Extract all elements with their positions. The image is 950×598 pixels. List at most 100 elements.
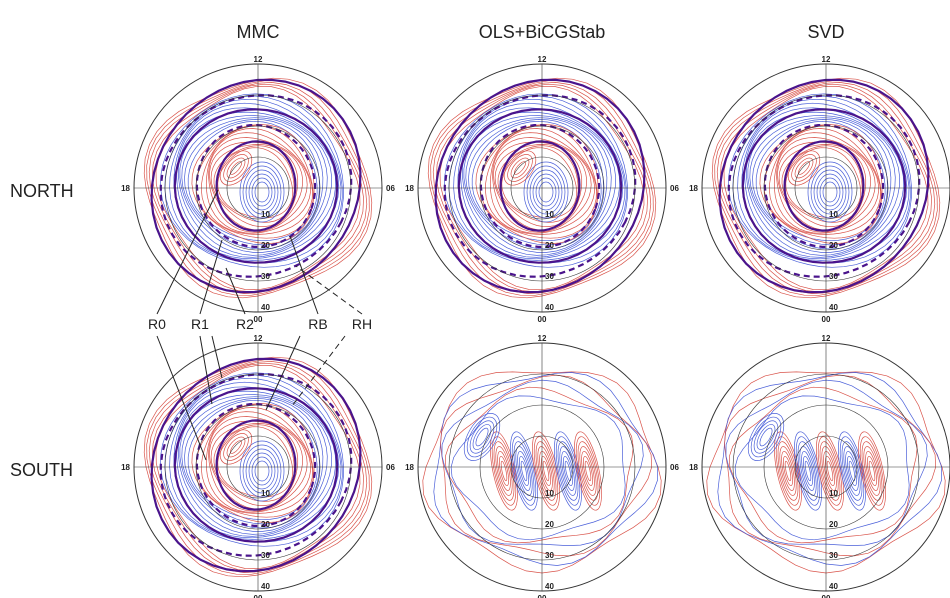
contour-lobe [795, 436, 821, 506]
contour-negative [179, 394, 328, 532]
contour-side [747, 413, 785, 461]
contour-negative [242, 444, 282, 498]
colat-tick: 40 [261, 303, 270, 312]
mlt-tick-12: 12 [538, 334, 547, 343]
contour-negative [251, 177, 273, 207]
contour-positive [723, 85, 929, 291]
contour-positive [219, 150, 253, 186]
contour-negative [160, 93, 344, 268]
colat-tick: 20 [829, 520, 838, 529]
contour-lobe [557, 441, 579, 501]
contour-negative [538, 181, 554, 203]
colat-tick: 40 [261, 582, 270, 591]
contour-positive [769, 128, 881, 235]
boundary-curve [434, 78, 646, 294]
contour-negative [529, 169, 563, 215]
colat-tick: 10 [545, 210, 554, 219]
polar-panel-north-ols-bicgstab: 12 18 06 00 10 20 30 40 [405, 55, 679, 324]
contour-negative [807, 161, 853, 223]
mlt-tick-12: 12 [822, 334, 831, 343]
contour-positive [226, 157, 246, 179]
contour-lobe [775, 436, 801, 506]
contour-outer [734, 395, 910, 541]
leader-line [211, 335, 223, 379]
mlt-tick-06: 06 [386, 184, 395, 193]
contour-positive [146, 80, 370, 296]
column-title-ols-bicgstab: OLS+BiCGStab [479, 22, 606, 42]
contour-negative [749, 117, 892, 250]
contour-positive [778, 144, 867, 227]
mlt-tick-12: 12 [254, 55, 263, 64]
mlt-tick-06: 06 [670, 463, 679, 472]
mlt-tick-18: 18 [405, 463, 414, 472]
contour-negative [532, 173, 560, 211]
boundary-curve [195, 403, 317, 527]
boundary-curve [173, 387, 339, 543]
contour-negative [245, 169, 279, 215]
colat-tick: 20 [829, 241, 838, 250]
colat-tick: 10 [261, 210, 270, 219]
colat-tick: 30 [545, 551, 554, 560]
contour-positive [492, 137, 592, 233]
contour-lobe [784, 460, 792, 482]
contour-lobe [797, 441, 819, 501]
contour-negative [169, 98, 342, 261]
contour-lobe [863, 446, 881, 496]
column-title-svd: SVD [807, 22, 844, 42]
contour-lobe [554, 431, 582, 511]
colat-tick: 30 [261, 551, 270, 560]
contour-lobe [500, 460, 508, 482]
contour-side [463, 413, 501, 461]
colat-tick: 10 [261, 489, 270, 498]
contour-positive [201, 128, 313, 235]
contour-positive [223, 433, 249, 461]
colat-tick: 10 [829, 210, 838, 219]
contour-positive [794, 157, 814, 179]
contour-lobe [774, 431, 802, 511]
contour-lobe [821, 446, 839, 496]
boundary-curve [727, 94, 921, 278]
contour-negative [242, 165, 282, 219]
mlt-tick-18: 18 [405, 184, 414, 193]
colat-tick: 40 [829, 303, 838, 312]
contour-outer [444, 386, 634, 544]
contour-side [466, 416, 498, 458]
mlt-tick-06: 06 [670, 184, 679, 193]
colat-tick: 40 [545, 582, 554, 591]
contour-negative [179, 115, 328, 253]
contour-positive [201, 407, 313, 514]
contour-lobe [838, 431, 866, 511]
contour-lobe [839, 436, 865, 506]
contour-positive [208, 416, 308, 512]
contour-lobe [843, 446, 861, 496]
contour-negative [526, 165, 566, 219]
contour-outer [728, 386, 918, 544]
contour-negative [463, 115, 612, 253]
contour-side [472, 424, 492, 450]
colat-tick: 10 [829, 489, 838, 498]
leader-line [199, 335, 213, 405]
contour-side [475, 427, 489, 447]
contour-lobe [517, 451, 531, 491]
colat-tick: 40 [829, 582, 838, 591]
row-label-south: SOUTH [10, 460, 73, 480]
contour-lobe [779, 446, 797, 496]
contour-negative [160, 372, 344, 547]
contour-negative [822, 181, 838, 203]
contour-lobe [816, 431, 844, 511]
contour-lobe [781, 451, 795, 491]
boundary-curve [173, 108, 339, 264]
leader-line [295, 265, 363, 315]
contour-positive [205, 411, 311, 513]
contour-lobe [537, 446, 555, 496]
contour-negative [728, 93, 912, 268]
contour-lobe [867, 455, 877, 487]
polar-panel-north-mmc: 12 18 06 00 10 20 30 40 [121, 55, 395, 324]
leader-line [291, 335, 346, 407]
contour-negative [169, 377, 342, 540]
contour-side [756, 424, 776, 450]
mlt-tick-18: 18 [121, 463, 130, 472]
boundary-label-rb: RB [308, 316, 327, 332]
contour-negative [254, 460, 270, 482]
